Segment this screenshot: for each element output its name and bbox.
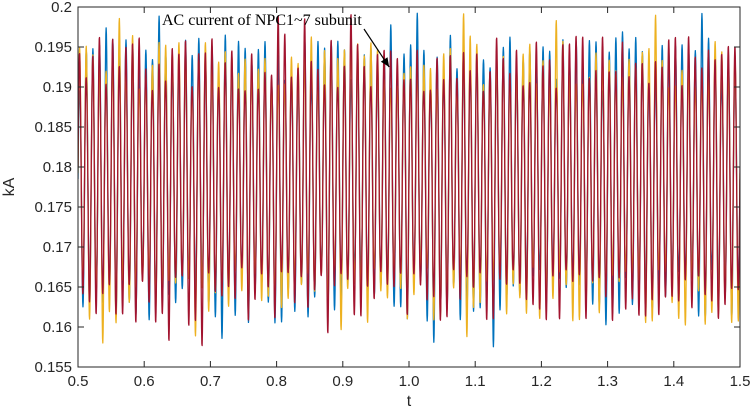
x-tick-label: 1.0	[399, 373, 420, 390]
x-tick-label: 0.8	[266, 373, 287, 390]
x-tick-label: 1.4	[663, 373, 684, 390]
x-tick-label: 1.2	[531, 373, 552, 390]
x-axis: 0.5 0.6 0.7 0.8 0.9 1.0 1.1 1.2 1.3 1.4 1.5	[68, 7, 751, 390]
y-axis-label: kA	[1, 177, 18, 196]
y-tick-label: 0.175	[34, 199, 72, 216]
y-tick-label: 0.165	[34, 279, 72, 296]
series-layer	[78, 12, 740, 348]
series-line	[78, 14, 740, 347]
x-tick-label: 1.5	[730, 373, 751, 390]
x-tick-label: 1.3	[597, 373, 618, 390]
y-tick-label: 0.185	[34, 119, 72, 136]
y-tick-label: 0.155	[34, 359, 72, 376]
x-tick-label: 0.7	[200, 373, 221, 390]
y-tick-label: 0.18	[43, 159, 72, 176]
y-tick-label: 0.195	[34, 39, 72, 56]
y-tick-label: 0.2	[51, 0, 72, 16]
y-axis: 0.155 0.16 0.165 0.17 0.175 0.18 0.185 0.19 0.19…	[34, 0, 740, 376]
x-tick-label: 0.5	[68, 373, 89, 390]
x-axis-label: t	[407, 393, 412, 410]
y-tick-label: 0.16	[43, 319, 72, 336]
x-tick-label: 1.1	[465, 373, 486, 390]
annotation-arrowhead	[380, 57, 390, 67]
x-tick-label: 0.6	[134, 373, 155, 390]
x-tick-label: 0.9	[332, 373, 353, 390]
y-tick-label: 0.19	[43, 79, 72, 96]
annotation-text: AC current of NPC1~7 subunit	[162, 12, 362, 29]
y-tick-label: 0.17	[43, 239, 72, 256]
